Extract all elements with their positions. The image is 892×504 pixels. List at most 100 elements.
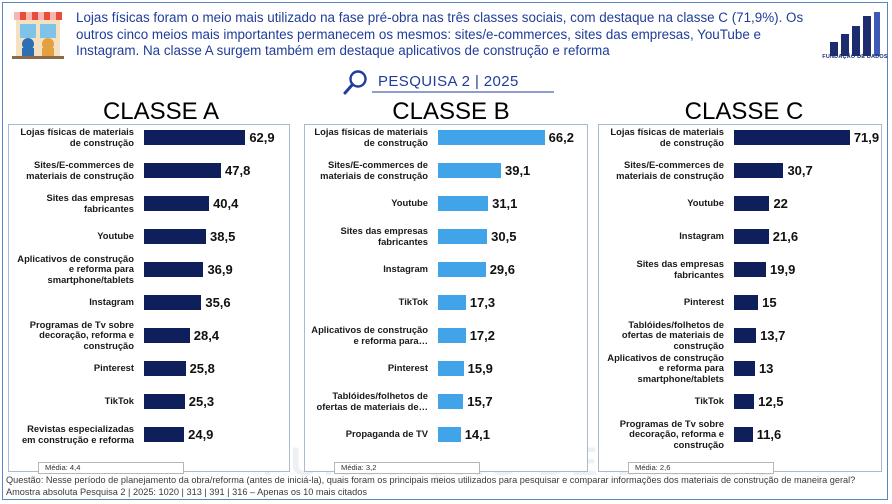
category-label: Propaganda de TV	[345, 428, 428, 440]
subheader-icon-group	[343, 70, 554, 95]
data-label: 14,1	[464, 427, 491, 442]
bar	[734, 163, 784, 178]
media-box: Média: 4,4	[38, 462, 184, 474]
data-label: 12,5	[758, 394, 784, 409]
category-label: Instagram	[89, 296, 134, 308]
data-label: 38,5	[210, 229, 236, 244]
category-label: Tablóides/folhetos de ofertas de materia…	[621, 318, 724, 351]
bar	[734, 328, 757, 343]
category-label: Aplicativos de construção e reforma para…	[17, 252, 134, 285]
category-label: TikTok	[104, 395, 134, 407]
survey-label: PESQUISA 2 | 2025	[378, 73, 519, 90]
category-label: Lojas físicas de materiais de construção	[314, 125, 428, 148]
media-box: Média: 3,2	[334, 462, 480, 474]
bar	[734, 196, 770, 211]
data-label: 36,9	[207, 262, 233, 277]
bar	[734, 427, 753, 442]
data-label: 66,2	[548, 130, 574, 145]
category-label: Lojas físicas de materiais de construção	[20, 125, 134, 148]
category-label: Lojas físicas de materiais de construção	[610, 125, 724, 148]
category-label: Pinterest	[93, 362, 134, 374]
data-label: 15,7	[467, 394, 493, 409]
category-label: Pinterest	[387, 362, 428, 374]
category-label: Youtube	[687, 197, 724, 209]
data-label: 15,9	[467, 361, 493, 376]
category-label: TikTok	[694, 395, 724, 407]
bar	[144, 262, 204, 277]
category-label: Programas de Tv sobre decoração, reforma…	[619, 417, 724, 450]
data-label: 17,2	[469, 328, 496, 343]
category-label: Instagram	[679, 230, 724, 242]
data-label: 15	[762, 295, 777, 310]
category-label: Tablóides/folhetos de ofertas de materia…	[316, 389, 428, 412]
category-label: Sites/E-commerces de materiais de constr…	[320, 158, 428, 181]
bar	[438, 229, 488, 244]
magnifier-icon	[349, 70, 367, 88]
bar	[438, 196, 489, 211]
category-label: Aplicativos de construção e reforma para…	[311, 323, 428, 346]
bar	[438, 361, 464, 376]
category-label: TikTok	[398, 296, 428, 308]
bar	[438, 328, 466, 343]
category-label: Sites/E-commerces de materiais de constr…	[616, 158, 724, 181]
footer-question: Questão: Nesse período de planejamento d…	[6, 475, 856, 485]
bar	[734, 262, 767, 277]
category-label: Sites das empresas fabricantes	[46, 191, 134, 214]
category-label: Pinterest	[683, 296, 724, 308]
data-label: 25,8	[189, 361, 215, 376]
data-label: 71,9	[853, 130, 880, 145]
bar	[438, 130, 545, 145]
bar	[144, 427, 185, 442]
data-label: 19,9	[770, 262, 796, 277]
chart-title: CLASSE B	[392, 98, 510, 125]
logo-caption: FUNDAÇÃO DE DADOS	[822, 54, 888, 60]
bar	[438, 394, 464, 409]
bar	[438, 295, 466, 310]
data-label: 21,6	[772, 229, 799, 244]
chart-title: CLASSE C	[684, 98, 804, 125]
data-label: 17,3	[469, 295, 496, 310]
bar	[734, 361, 755, 376]
bar	[144, 163, 221, 178]
bar	[734, 295, 759, 310]
category-label: Sites das empresas fabricantes	[636, 257, 724, 280]
category-label: Aplicativos de construção e reforma para…	[607, 351, 724, 384]
bar	[144, 196, 210, 211]
data-label: 29,6	[489, 262, 515, 277]
fundacao-de-dados-logo	[830, 12, 880, 56]
data-label: 22	[773, 196, 788, 211]
data-label: 28,4	[193, 328, 220, 343]
category-label: Sites das empresas fabricantes	[340, 224, 428, 247]
store-shopping-icon	[10, 8, 66, 60]
category-label: Programas de Tv sobre decoração, reforma…	[29, 318, 134, 351]
bar	[734, 394, 755, 409]
bar	[438, 262, 486, 277]
data-label: 35,6	[205, 295, 231, 310]
bar	[144, 361, 186, 376]
bar	[144, 130, 246, 145]
media-box: Média: 2,6	[628, 462, 774, 474]
header-summary: Lojas físicas foram o meio mais utilizad…	[76, 10, 804, 59]
data-label: 13,7	[760, 328, 786, 343]
bar	[438, 163, 501, 178]
bar	[734, 130, 850, 145]
bar	[144, 328, 190, 343]
data-label: 30,7	[787, 163, 813, 178]
category-label: Youtube	[97, 230, 134, 242]
data-label: 40,4	[213, 196, 239, 211]
bar	[144, 295, 202, 310]
data-label: 11,6	[756, 427, 782, 442]
data-label: 62,9	[249, 130, 275, 145]
footer-sample: Amostra absoluta Pesquisa 2 | 2025: 1020…	[6, 487, 367, 497]
bar	[144, 229, 207, 244]
data-label: 31,1	[492, 196, 518, 211]
data-label: 13	[758, 361, 774, 376]
data-label: 47,8	[225, 163, 251, 178]
bar	[734, 229, 769, 244]
category-label: Youtube	[391, 197, 428, 209]
category-label: Instagram	[383, 263, 428, 275]
category-label: Revistas especializadas em construção e …	[21, 422, 134, 445]
chart-title: CLASSE A	[102, 98, 220, 125]
data-label: 25,3	[188, 394, 215, 409]
